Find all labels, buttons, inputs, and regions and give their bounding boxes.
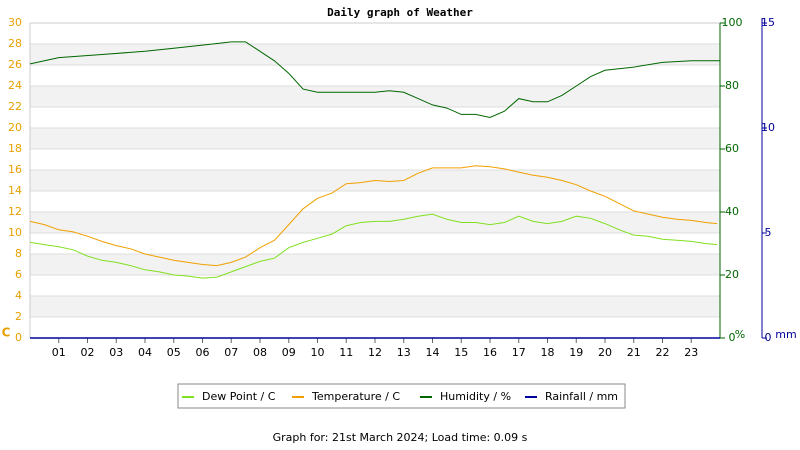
y-tick-label: 22: [8, 100, 22, 113]
x-tick-label: 03: [109, 346, 123, 359]
x-tick-label: 09: [282, 346, 296, 359]
y-tick-label: 10: [8, 226, 22, 239]
x-tick-label: 06: [196, 346, 210, 359]
y2-tick-label: 40: [725, 205, 739, 218]
y-tick-label: 6: [15, 268, 22, 281]
x-tick-label: 22: [656, 346, 670, 359]
band: [30, 233, 720, 254]
y2-tick-label: 100: [722, 16, 743, 29]
x-tick-label: 20: [598, 346, 612, 359]
y-tick-label: 8: [15, 247, 22, 260]
x-tick-label: 13: [397, 346, 411, 359]
legend-box: [177, 383, 626, 409]
y-tick-label: 4: [15, 289, 22, 302]
x-tick-label: 15: [454, 346, 468, 359]
y-tick-label: 26: [8, 58, 22, 71]
band: [30, 149, 720, 170]
y-tick-label: 14: [8, 184, 22, 197]
series-line: [29, 213, 718, 279]
x-tick-label: 04: [138, 346, 152, 359]
y3-tick-label: 10: [761, 121, 775, 134]
legend-label: Dew Point / C: [202, 390, 276, 403]
x-tick-label: 11: [339, 346, 353, 359]
series-line: [29, 165, 718, 267]
x-tick-label: 19: [569, 346, 583, 359]
x-tick-label: 18: [541, 346, 555, 359]
y3-tick-label: 5: [765, 226, 772, 239]
band: [30, 296, 720, 317]
band: [30, 254, 720, 275]
y2-tick-label: 80: [725, 79, 739, 92]
x-tick-label: 17: [512, 346, 526, 359]
x-tick-label: 14: [426, 346, 440, 359]
series-line: [29, 41, 720, 119]
legend-label: Temperature / C: [311, 390, 400, 403]
x-tick-label: 07: [224, 346, 238, 359]
x-tick-label: 21: [627, 346, 641, 359]
band: [30, 212, 720, 233]
band: [30, 107, 720, 128]
y-tick-label: 2: [15, 310, 22, 323]
x-tick-label: 10: [311, 346, 325, 359]
x-tick-label: 01: [52, 346, 66, 359]
y-axis-label: C: [2, 326, 11, 340]
band: [30, 65, 720, 86]
x-tick-label: 12: [368, 346, 382, 359]
band: [30, 23, 720, 44]
x-tick-label: 02: [81, 346, 95, 359]
legend-label: Rainfall / mm: [545, 390, 618, 403]
y-tick-label: 12: [8, 205, 22, 218]
band: [30, 86, 720, 107]
y-tick-label: 0: [15, 331, 22, 344]
y2-tick-label: 0: [729, 331, 736, 344]
band: [30, 191, 720, 212]
y3-tick-label: 15: [761, 16, 775, 29]
y-tick-label: 18: [8, 142, 22, 155]
x-tick-label: 23: [684, 346, 698, 359]
y-tick-label: 20: [8, 121, 22, 134]
y2-tick-label: 20: [725, 268, 739, 281]
legend-label: Humidity / %: [440, 390, 511, 403]
y-tick-label: 16: [8, 163, 22, 176]
y-tick-label: 24: [8, 79, 22, 92]
y2-tick-label: 60: [725, 142, 739, 155]
y2-axis-label: %: [735, 328, 745, 341]
y-tick-label: 30: [8, 16, 22, 29]
band: [30, 44, 720, 65]
band: [30, 128, 720, 149]
footer: Graph for: 21st March 2024; Load time: 0…: [273, 431, 528, 444]
band: [30, 317, 720, 338]
y-tick-label: 28: [8, 37, 22, 50]
band: [30, 275, 720, 296]
chart-title: Daily graph of Weather: [327, 6, 473, 19]
y3-tick-label: 0: [765, 331, 772, 344]
x-tick-label: 08: [253, 346, 267, 359]
x-tick-label: 05: [167, 346, 181, 359]
y3-axis-label: mm: [775, 328, 796, 341]
x-tick-label: 16: [483, 346, 497, 359]
